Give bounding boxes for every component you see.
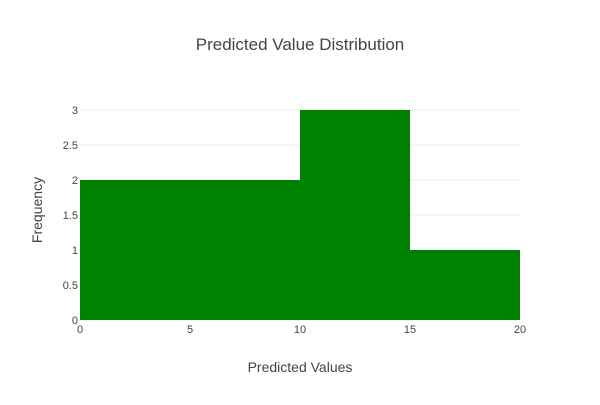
x-tick-label: 10	[294, 324, 306, 336]
y-tick-label: 1.5	[63, 210, 78, 222]
y-tick-label: 2	[72, 175, 78, 187]
axes: 0 0.5 1 1.5 2 2.5 3 0 5 10 15 20	[63, 105, 526, 336]
x-axis-title: Predicted Values	[248, 359, 353, 375]
histogram-bar	[80, 180, 300, 320]
chart-title: Predicted Value Distribution	[196, 35, 405, 54]
y-tick-label: 1	[72, 245, 78, 257]
x-tick-label: 0	[77, 324, 83, 336]
x-tick-label: 20	[514, 324, 526, 336]
x-tick-label: 15	[404, 324, 416, 336]
y-tick-label: 2.5	[63, 140, 78, 152]
bars	[80, 110, 520, 320]
y-axis-title: Frequency	[29, 177, 45, 243]
histogram-bar	[300, 110, 410, 320]
x-tick-label: 5	[187, 324, 193, 336]
y-tick-label: 0.5	[63, 280, 78, 292]
y-tick-label: 3	[72, 105, 78, 117]
y-tick-label: 0	[72, 315, 78, 327]
histogram-bar	[410, 250, 520, 320]
